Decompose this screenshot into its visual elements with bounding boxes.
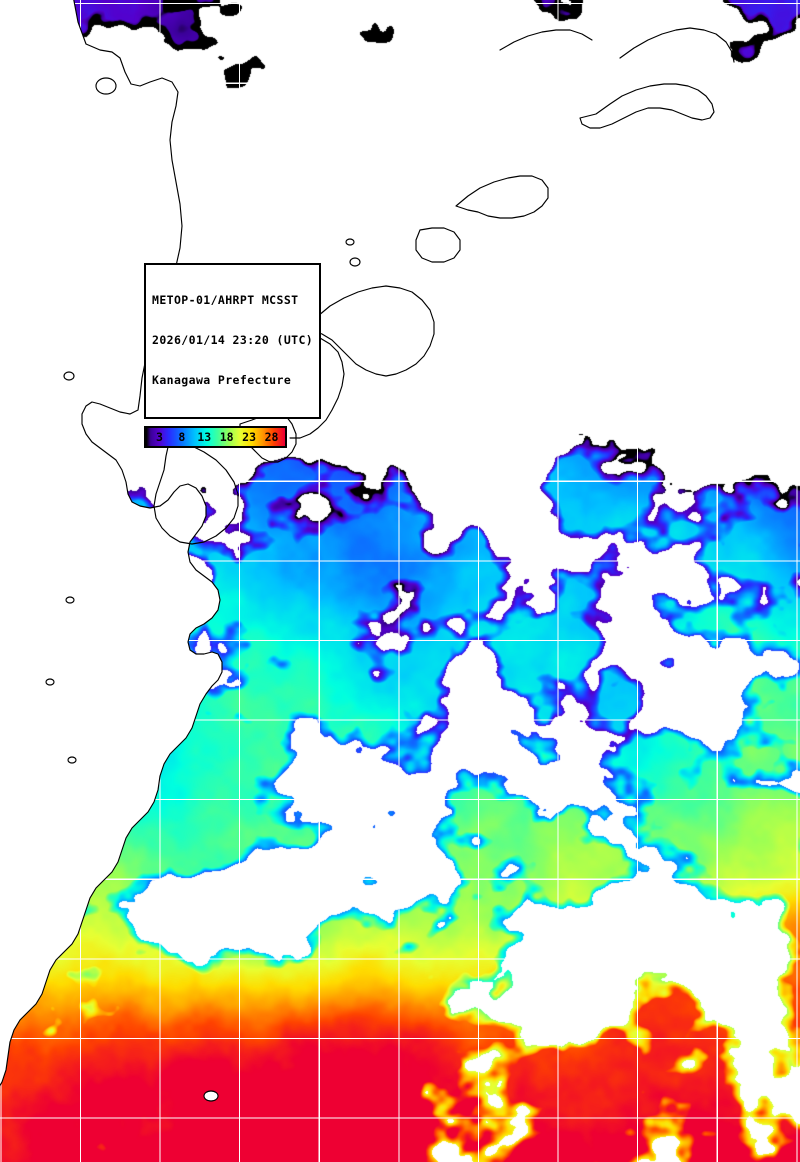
coastline-island-small-2 bbox=[65, 596, 75, 604]
colorbar-tick-3: 3 bbox=[156, 430, 163, 445]
map-legend: METOP-01/AHRPT MCSST 2026/01/14 23:20 (U… bbox=[144, 263, 322, 449]
coastline-island-small-3 bbox=[45, 678, 55, 686]
colorbar-tick-8: 8 bbox=[178, 430, 186, 445]
colorbar-tick-13: 13 bbox=[197, 430, 212, 445]
legend-line-product: METOP-01/AHRPT MCSST bbox=[152, 292, 299, 307]
colorbar: 3 8 13 18 23 28 bbox=[144, 426, 287, 449]
coastline-island-oshima bbox=[95, 77, 117, 95]
colorbar-gradient bbox=[146, 428, 285, 447]
coastline-island-small-7 bbox=[345, 238, 355, 246]
colorbar-tick-labels: 3 8 13 18 23 28 bbox=[146, 428, 285, 446]
legend-line-timestamp: 2026/01/14 23:20 (UTC) bbox=[152, 333, 314, 348]
coastline-northeast-2 bbox=[619, 27, 735, 63]
coastline-northeast-3 bbox=[455, 175, 549, 219]
legend-text-box: METOP-01/AHRPT MCSST 2026/01/14 23:20 (U… bbox=[144, 263, 322, 420]
coastline-island-small-5 bbox=[203, 1090, 219, 1102]
coastline-island-small-4 bbox=[67, 756, 77, 764]
coastline-island-small-6 bbox=[349, 257, 361, 267]
coastline-island-small-1 bbox=[63, 371, 75, 381]
coastline-northeast-1 bbox=[579, 83, 715, 129]
colorbar-tick-28: 28 bbox=[264, 430, 279, 445]
legend-line-region: Kanagawa Prefecture bbox=[152, 373, 292, 388]
coastline-izu-peninsula bbox=[153, 437, 239, 545]
colorbar-tick-18: 18 bbox=[219, 430, 234, 445]
coastline-boso-peninsula bbox=[305, 285, 435, 377]
coastline-honshu-west bbox=[0, 0, 223, 1087]
coastline-northeast-5 bbox=[499, 29, 593, 51]
coastline-northeast-4 bbox=[415, 227, 461, 263]
colorbar-tick-23: 23 bbox=[242, 430, 257, 445]
